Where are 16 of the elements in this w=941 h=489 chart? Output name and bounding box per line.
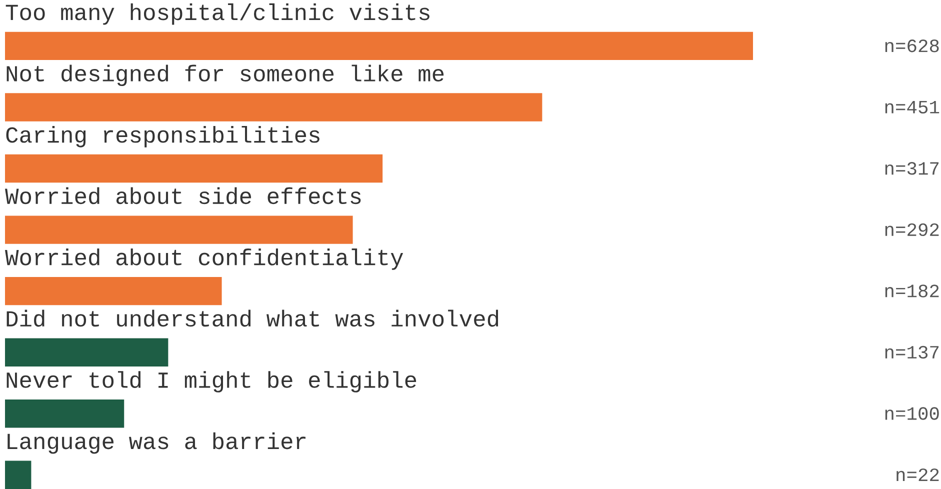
y-tick-label: Did not understand what was involved — [6, 310, 498, 327]
y-tick-label: Language was a barrier — [8, 432, 306, 454]
data-label: n=628 — [885, 39, 939, 52]
data-label: n=100 — [885, 407, 939, 420]
y-tick-label: Too many hospital/clinic visits — [6, 3, 430, 25]
data-label: n=137 — [885, 346, 939, 359]
y-tick-label: Worried about side effects — [5, 187, 361, 204]
data-label: n=292 — [885, 223, 939, 236]
data-label: n=451 — [885, 100, 940, 114]
data-label: n=22 — [896, 468, 939, 481]
y-tick-label: Worried about confidentiality — [5, 248, 404, 270]
data-label: n=182 — [885, 284, 939, 298]
data-label: n=317 — [885, 162, 939, 175]
y-tick-label: Caring responsibilities — [6, 126, 320, 148]
y-tick-label: Not designed for someone like me — [6, 64, 444, 86]
y-tick-label: Never told I might be eligible — [6, 371, 416, 392]
